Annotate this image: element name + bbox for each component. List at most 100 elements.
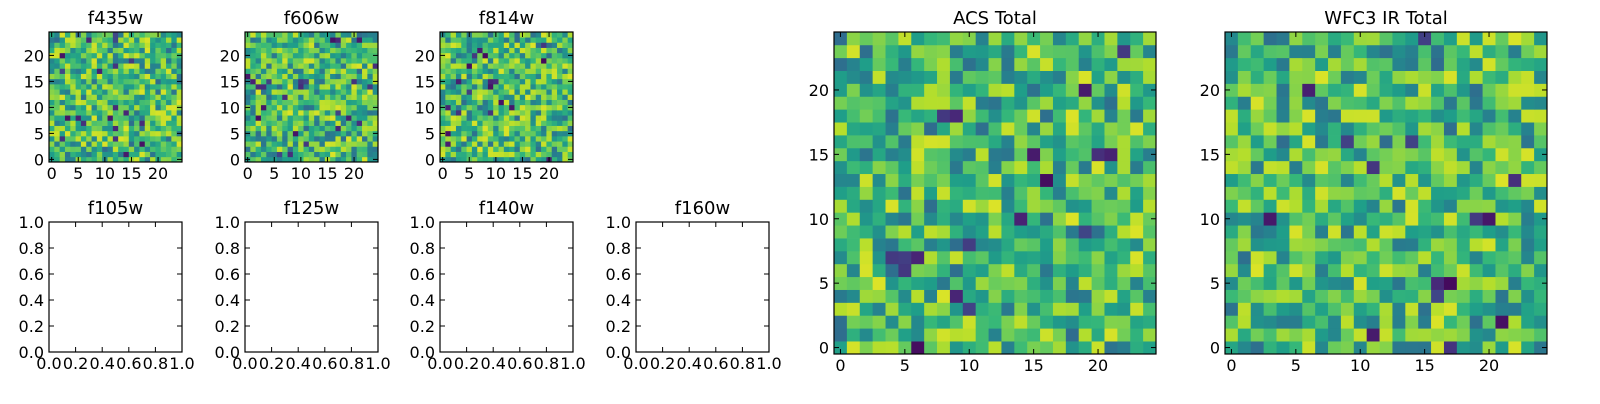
heatmap-cell xyxy=(477,130,483,137)
heatmap-cell xyxy=(80,68,87,74)
heatmap-cell xyxy=(461,94,467,100)
heatmap-cell xyxy=(144,84,151,90)
heatmap-cell xyxy=(1276,135,1290,149)
heatmap-cell xyxy=(1456,135,1471,149)
heatmap-cell xyxy=(1392,212,1406,226)
heatmap-cell xyxy=(503,47,510,54)
heatmap-cell xyxy=(49,47,55,54)
heatmap-cell xyxy=(308,156,315,163)
y-tick-label: 0.4 xyxy=(19,291,44,310)
heatmap-cell xyxy=(1143,250,1157,265)
heatmap-cell xyxy=(1276,57,1290,71)
heatmap-cell xyxy=(298,68,304,74)
heatmap-cell xyxy=(86,84,92,90)
heatmap-cell xyxy=(440,58,446,64)
heatmap-cell xyxy=(134,99,140,106)
heatmap-cell xyxy=(482,104,489,111)
heatmap-cell xyxy=(975,212,989,226)
heatmap-cell xyxy=(551,89,558,95)
heatmap-cell xyxy=(128,151,135,158)
heatmap-cell xyxy=(567,37,574,43)
heatmap-cell xyxy=(255,130,262,137)
heatmap-cell xyxy=(988,199,1002,213)
heatmap-cell xyxy=(975,276,989,290)
heatmap-cell xyxy=(255,84,262,90)
y-tick-label: 0.2 xyxy=(410,317,435,336)
heatmap-cell xyxy=(1405,315,1419,329)
heatmap-cell xyxy=(260,141,267,147)
heatmap-cell xyxy=(1237,186,1252,200)
heatmap-cell xyxy=(1027,96,1041,110)
heatmap-cell xyxy=(461,78,467,85)
heatmap-cell xyxy=(287,115,294,121)
heatmap-cell xyxy=(1027,289,1041,303)
heatmap-cell xyxy=(112,136,119,142)
heatmap-cell xyxy=(250,136,256,142)
heatmap-cell xyxy=(54,84,60,90)
heatmap-cell xyxy=(1366,147,1380,162)
heatmap-cell xyxy=(1456,238,1471,252)
heatmap-cell xyxy=(75,141,82,147)
heatmap-cell xyxy=(1534,199,1548,213)
heatmap-cell xyxy=(1469,70,1483,84)
heatmap-cell xyxy=(567,120,574,126)
heatmap-cell xyxy=(86,68,92,74)
heatmap-cell xyxy=(1014,302,1028,316)
heatmap-cell xyxy=(1143,147,1157,162)
heatmap-cell xyxy=(1052,173,1067,187)
heatmap-cell xyxy=(1534,173,1548,187)
heatmap-cell xyxy=(1495,250,1509,265)
heatmap-cell xyxy=(1052,276,1067,290)
heatmap-cell xyxy=(1014,328,1028,342)
heatmap-cell xyxy=(1353,186,1368,200)
heatmap-cell xyxy=(282,68,288,74)
heatmap-cell xyxy=(160,151,167,158)
heatmap-cell xyxy=(70,42,76,48)
heatmap-cell xyxy=(562,146,569,152)
heatmap-cell xyxy=(859,96,873,110)
heatmap-cell xyxy=(1078,276,1092,290)
heatmap-cell xyxy=(282,136,288,142)
heatmap-cell xyxy=(911,147,925,162)
heatmap-cell xyxy=(1237,96,1252,110)
heatmap-cell xyxy=(1366,122,1380,136)
heatmap-cell xyxy=(271,58,278,64)
heatmap-cell xyxy=(128,141,135,147)
heatmap-cell xyxy=(1065,83,1080,97)
heatmap-cell xyxy=(1482,263,1496,278)
heatmap-cell xyxy=(937,276,951,290)
heatmap-cell xyxy=(1315,135,1329,149)
heatmap-cell xyxy=(455,84,462,90)
heatmap-cell xyxy=(1014,238,1028,252)
heatmap-cell xyxy=(557,78,563,85)
heatmap-cell xyxy=(509,78,515,85)
x-tick-label: 0.4 xyxy=(480,354,505,373)
heatmap-cell xyxy=(330,42,336,48)
heatmap-cell xyxy=(1392,238,1406,252)
panel-title: f814w xyxy=(479,8,534,29)
heatmap-cell xyxy=(282,110,288,116)
heatmap-cell xyxy=(1052,186,1067,200)
heatmap-cell xyxy=(471,47,478,54)
heatmap-cell xyxy=(1065,96,1080,110)
y-tick-label: 0.0 xyxy=(215,343,240,362)
heatmap-cell xyxy=(562,63,569,69)
heatmap-cell xyxy=(975,160,989,175)
heatmap-cell xyxy=(477,63,483,69)
heatmap-cell xyxy=(962,147,977,162)
heatmap-cell xyxy=(859,160,873,175)
x-tick-label: 20 xyxy=(148,164,168,183)
heatmap-cell xyxy=(150,110,156,116)
heatmap-cell xyxy=(1431,109,1445,123)
heatmap-cell xyxy=(287,42,294,48)
heatmap-cell xyxy=(282,37,288,43)
heatmap-cell xyxy=(1276,186,1290,200)
heatmap-cell xyxy=(372,94,379,100)
heatmap-cell xyxy=(80,115,87,121)
heatmap-cell xyxy=(367,146,374,152)
heatmap-cell xyxy=(509,73,515,80)
heatmap-cell xyxy=(128,146,135,152)
heatmap-cell xyxy=(260,84,267,90)
heatmap-cell xyxy=(1418,57,1432,71)
heatmap-cell xyxy=(91,52,98,59)
